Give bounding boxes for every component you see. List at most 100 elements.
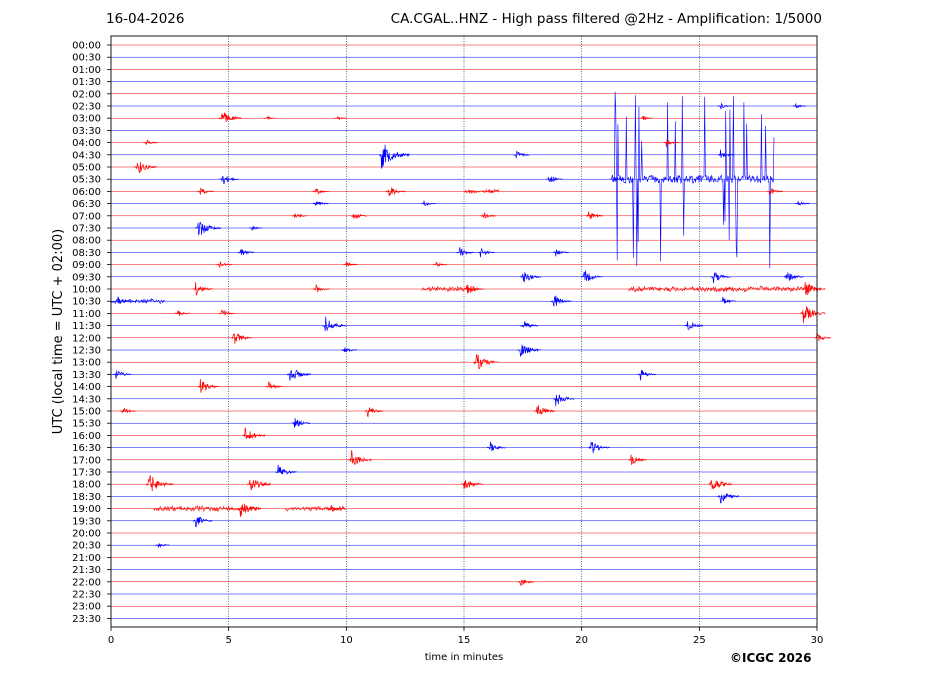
seismic-event [350, 213, 368, 220]
seismic-event [519, 272, 542, 283]
seismic-event [230, 332, 253, 344]
row-time-label: 21:00 [72, 553, 101, 564]
row-time-label: 02:30 [72, 102, 101, 113]
row-time-label: 02:00 [72, 89, 101, 100]
row-time-label: 18:00 [72, 480, 101, 491]
row-time-label: 01:00 [72, 65, 101, 76]
x-tick-label: 20 [575, 635, 588, 646]
seismic-event [799, 305, 826, 324]
seismic-event [192, 282, 213, 296]
seismic-event [291, 212, 308, 218]
noise-burst [463, 188, 500, 194]
row-time-label: 23:00 [72, 602, 101, 613]
seismic-event [312, 284, 330, 293]
spike-cluster [612, 91, 775, 269]
seismic-event [333, 116, 348, 121]
row-time-label: 22:00 [72, 577, 101, 588]
row-time-label: 00:00 [72, 41, 101, 52]
row-time-label: 20:30 [72, 541, 101, 552]
seismic-event [143, 139, 158, 145]
copyright-label: ©ICGC 2026 [730, 651, 812, 665]
row-time-label: 18:30 [72, 492, 101, 503]
row-time-label: 16:00 [72, 431, 101, 442]
seismic-event [194, 221, 221, 236]
seismic-event [385, 187, 406, 197]
x-tick-label: 10 [340, 635, 353, 646]
row-time-label: 09:30 [72, 272, 101, 283]
seismic-event [218, 176, 239, 185]
row-time-label: 23:30 [72, 614, 101, 625]
row-time-label: 05:00 [72, 163, 101, 174]
seismic-event [517, 344, 541, 357]
seismic-event [783, 272, 804, 281]
seismic-event [479, 212, 496, 219]
seismic-event [197, 378, 220, 393]
seismic-event [710, 272, 731, 284]
seismic-event [263, 116, 277, 120]
seismic-event [684, 321, 704, 330]
row-time-label: 19:00 [72, 504, 101, 515]
row-time-label: 01:30 [72, 77, 101, 88]
noise-burst [284, 505, 346, 512]
row-time-label: 10:00 [72, 285, 101, 296]
row-time-label: 12:00 [72, 333, 101, 344]
x-tick-label: 15 [458, 635, 471, 646]
seismic-event [802, 281, 826, 296]
x-tick-label: 25 [693, 635, 706, 646]
seismic-event [552, 249, 569, 257]
seismic-event [237, 503, 262, 518]
seismic-event [717, 493, 740, 504]
seismic-event [533, 405, 556, 415]
station-title: CA.CGAL..HNZ - High pass filtered @2Hz -… [390, 11, 822, 27]
row-time-label: 15:00 [72, 407, 101, 418]
row-time-label: 17:00 [72, 455, 101, 466]
row-time-label: 10:30 [72, 297, 101, 308]
row-time-label: 14:00 [72, 382, 101, 393]
seismic-event [472, 354, 499, 370]
seismic-event [197, 187, 214, 195]
x-tick-label: 5 [225, 635, 231, 646]
seismic-event [291, 418, 311, 428]
seismic-event [585, 211, 603, 220]
row-time-label: 04:00 [72, 138, 101, 149]
row-time-label: 08:00 [72, 236, 101, 247]
seismic-event [477, 247, 495, 258]
seismic-event [795, 201, 810, 206]
x-tick-label: 30 [811, 635, 824, 646]
row-time-label: 15:30 [72, 419, 101, 430]
row-time-label: 03:30 [72, 126, 101, 137]
seismic-event [115, 296, 132, 305]
date-title: 16-04-2026 [106, 11, 185, 27]
row-time-label: 17:30 [72, 468, 101, 479]
row-time-label: 11:30 [72, 321, 101, 332]
seismic-event [274, 464, 297, 475]
seismic-event [512, 150, 530, 159]
row-time-label: 08:30 [72, 248, 101, 259]
seismic-event [639, 115, 653, 121]
row-time-label: 14:30 [72, 394, 101, 405]
row-time-label: 16:30 [72, 443, 101, 454]
seismic-event [218, 112, 242, 123]
seismic-event [717, 102, 733, 110]
seismic-event [460, 480, 483, 489]
row-time-label: 00:30 [72, 53, 101, 64]
row-time-label: 09:00 [72, 260, 101, 271]
seismic-event [326, 505, 345, 512]
seismic-event [609, 174, 626, 182]
seismic-event [792, 103, 806, 109]
seismic-event [552, 394, 575, 407]
seismic-event [242, 427, 266, 440]
row-time-label: 22:30 [72, 590, 101, 601]
seismic-event [432, 261, 448, 267]
seismic-event [486, 441, 506, 452]
x-axis-label: time in minutes [425, 652, 504, 663]
noise-burst [628, 285, 812, 293]
row-time-label: 07:00 [72, 211, 101, 222]
seismic-event [192, 516, 213, 528]
row-time-label: 11:00 [72, 309, 101, 320]
row-time-label: 13:30 [72, 370, 101, 381]
row-time-label: 13:00 [72, 358, 101, 369]
seismic-event [173, 310, 190, 316]
row-time-label: 06:30 [72, 199, 101, 210]
